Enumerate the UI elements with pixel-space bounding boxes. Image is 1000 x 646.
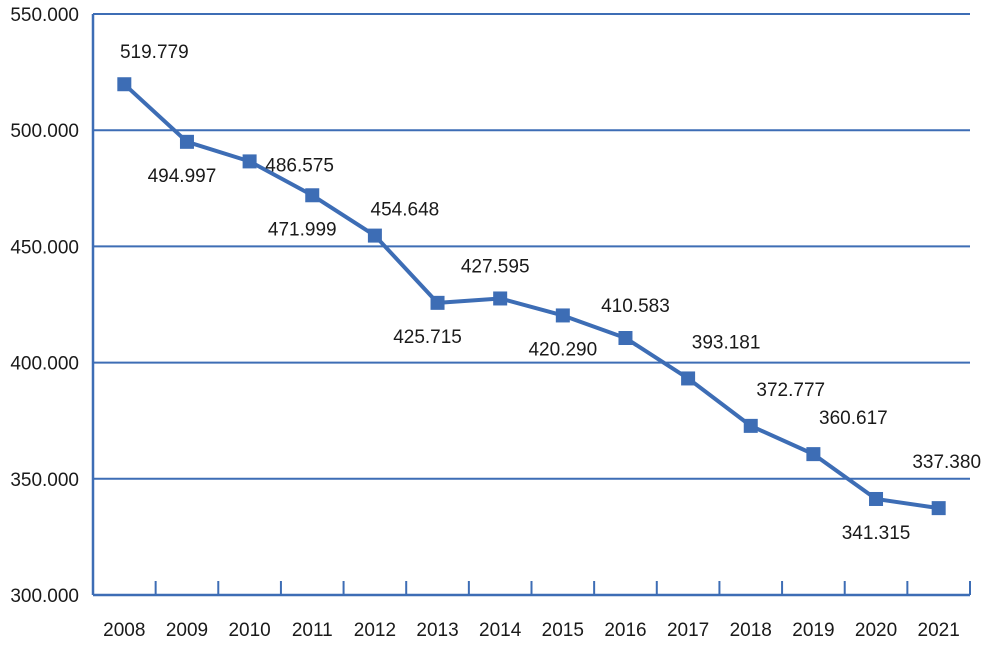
data-label: 337.380 bbox=[912, 452, 981, 473]
data-point-marker bbox=[493, 291, 508, 306]
x-tick-label: 2019 bbox=[792, 620, 834, 641]
data-label: 486.575 bbox=[265, 155, 334, 176]
x-tick-label: 2021 bbox=[918, 620, 960, 641]
y-tick-label: 450.000 bbox=[10, 237, 79, 258]
x-tick-label: 2009 bbox=[166, 620, 208, 641]
series-markers bbox=[117, 77, 946, 516]
x-tick-label: 2011 bbox=[292, 620, 333, 641]
series-line-path bbox=[122, 82, 939, 511]
data-point-marker bbox=[242, 154, 257, 169]
x-axis-ticks: 2008 2009 2010 2011 2012 2013 2014 2015 2016 2017… bbox=[103, 581, 971, 641]
x-tick-label: 2012 bbox=[354, 620, 396, 641]
data-label: 454.648 bbox=[371, 200, 440, 221]
data-point-marker bbox=[555, 308, 570, 323]
data-point-marker bbox=[430, 295, 445, 310]
data-point-marker bbox=[931, 501, 946, 516]
x-tick-label: 2015 bbox=[542, 620, 584, 641]
data-label: 372.777 bbox=[756, 380, 825, 401]
data-point-marker bbox=[305, 188, 320, 203]
y-tick-label: 500.000 bbox=[10, 121, 79, 142]
y-axis-ticks: 300.000 350.000 400.000 450.000 500.000 550.0… bbox=[10, 5, 79, 607]
x-tick-label: 2013 bbox=[416, 620, 458, 641]
data-point-marker bbox=[179, 134, 194, 149]
data-point-marker bbox=[367, 228, 382, 243]
x-tick-label: 2020 bbox=[855, 620, 897, 641]
data-label: 519.779 bbox=[120, 42, 189, 63]
y-tick-label: 350.000 bbox=[10, 470, 79, 491]
x-tick-label: 2017 bbox=[667, 620, 709, 641]
series-line bbox=[122, 82, 939, 511]
data-point-marker bbox=[117, 77, 132, 92]
data-label: 393.181 bbox=[692, 332, 761, 353]
data-label: 360.617 bbox=[819, 408, 888, 429]
y-tick-label: 550.000 bbox=[10, 5, 79, 26]
data-label: 341.315 bbox=[842, 523, 911, 544]
data-label: 410.583 bbox=[601, 296, 670, 317]
data-point-marker bbox=[681, 371, 696, 386]
x-tick-label: 2010 bbox=[228, 620, 270, 641]
data-label: 425.715 bbox=[393, 327, 462, 348]
y-tick-label: 400.000 bbox=[10, 354, 79, 375]
data-label: 420.290 bbox=[528, 339, 597, 360]
gridlines bbox=[93, 13, 970, 480]
data-labels: 519.779 494.997 486.575 471.999 454.648 425.7… bbox=[120, 42, 981, 544]
x-tick-label: 2016 bbox=[604, 620, 646, 641]
data-label: 494.997 bbox=[148, 166, 217, 187]
data-point-marker bbox=[618, 331, 633, 346]
x-tick-label: 2014 bbox=[479, 620, 522, 641]
x-tick-label: 2018 bbox=[730, 620, 772, 641]
data-point-marker bbox=[806, 447, 821, 462]
data-point-marker bbox=[869, 491, 884, 506]
data-point-marker bbox=[743, 418, 758, 433]
x-tick-label: 2008 bbox=[103, 620, 145, 641]
data-label: 427.595 bbox=[461, 256, 530, 277]
axes bbox=[91, 14, 970, 597]
y-tick-label: 300.000 bbox=[10, 586, 79, 607]
data-label: 471.999 bbox=[268, 219, 337, 240]
